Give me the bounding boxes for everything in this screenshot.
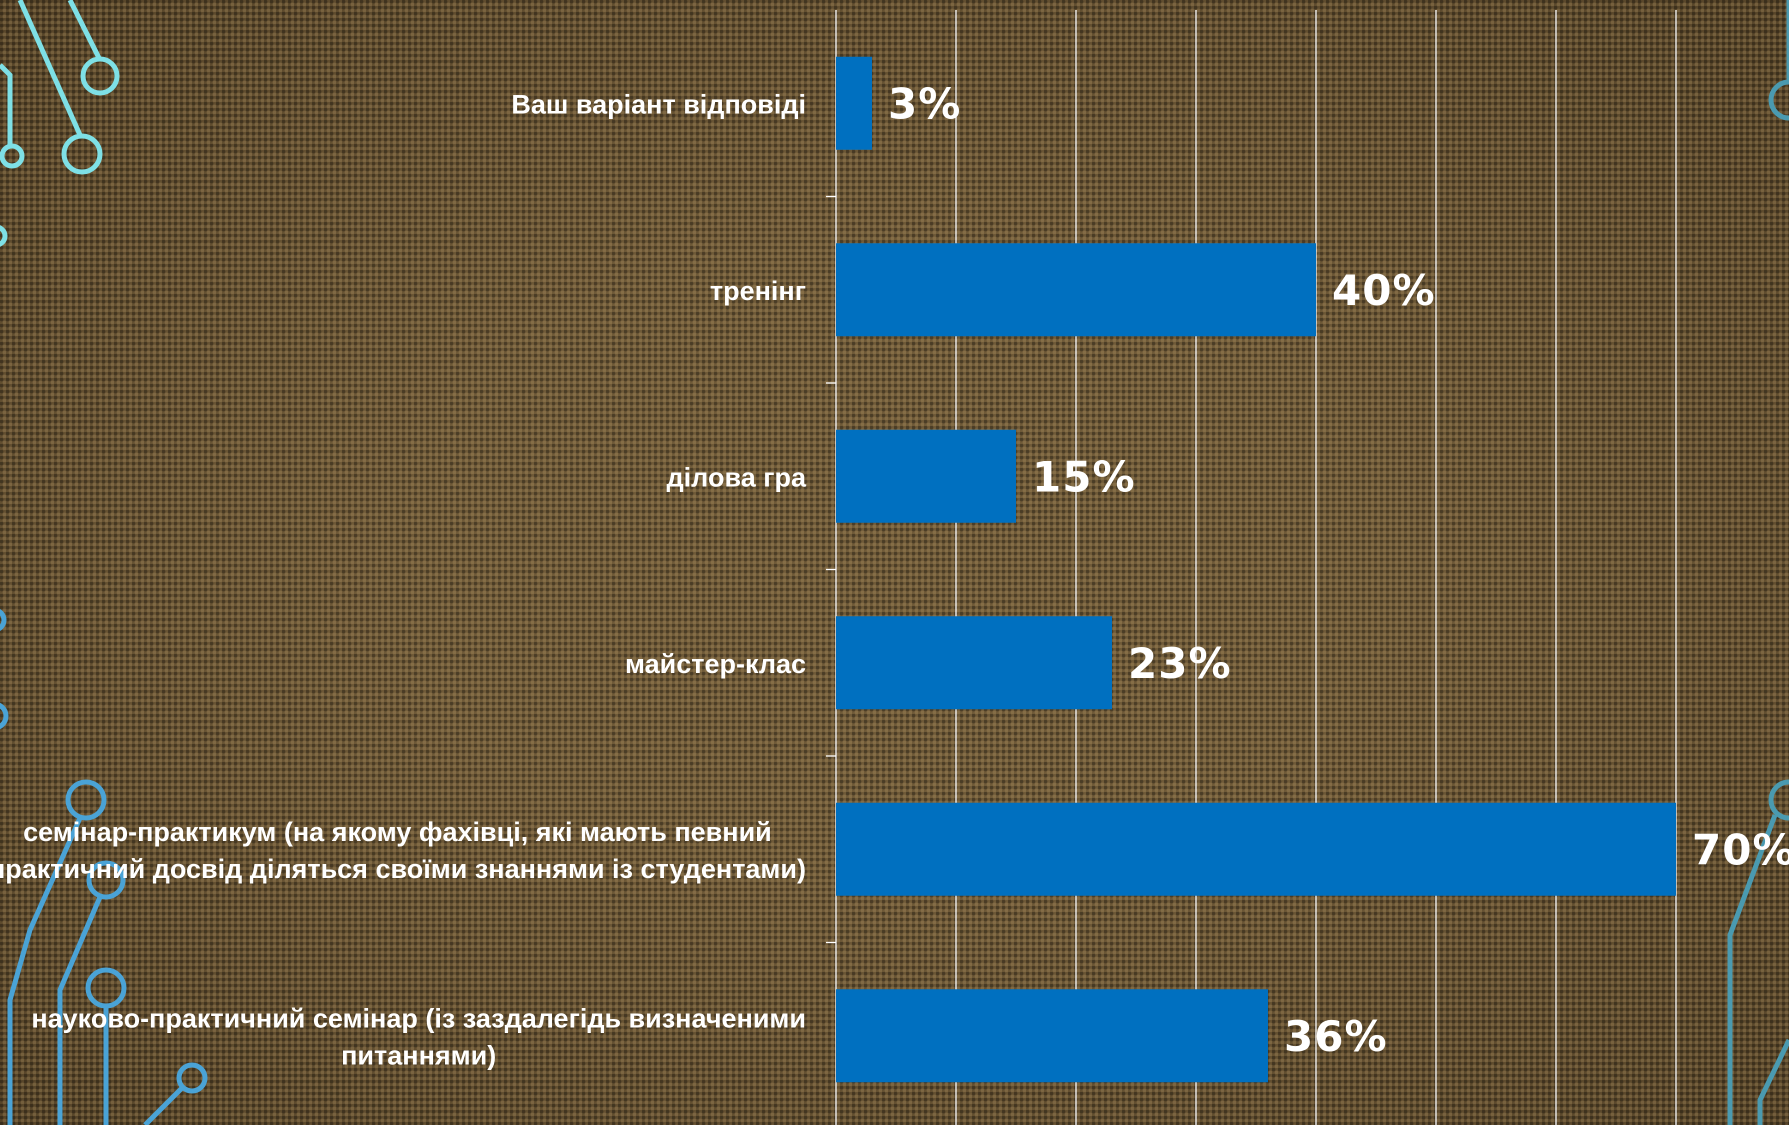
- category-label: ділова гра: [667, 462, 807, 492]
- circuit-line: [57, 896, 103, 1125]
- circuit-node: [176, 1062, 208, 1094]
- circuit-node: [0, 225, 8, 247]
- bar: [836, 243, 1316, 337]
- circuit-node: [1768, 79, 1789, 121]
- circuit-line: [17, 0, 83, 137]
- category-label: майстер-клас: [625, 649, 806, 679]
- circuit-line: [0, 63, 13, 145]
- data-label: 40%: [1332, 266, 1436, 315]
- circuit-node: [1768, 779, 1789, 821]
- category-label-line: питаннями): [341, 1040, 496, 1070]
- category-label: семінар-практикум (на якому фахівці, які…: [0, 817, 806, 884]
- category-label-line: семінар-практикум (на якому фахівці, які…: [23, 817, 772, 847]
- circuit-line: [1757, 1038, 1789, 1125]
- circuit-node: [0, 702, 9, 730]
- category-label-line: практичний досвід діляться своїми знання…: [0, 854, 806, 884]
- data-label: 36%: [1284, 1012, 1388, 1061]
- category-label: Ваш варіант відповіді: [511, 89, 806, 119]
- circuit-line: [67, 0, 103, 62]
- category-label: науково-практичний семінар (із заздалегі…: [31, 1003, 806, 1070]
- circuit-line: [7, 816, 83, 1125]
- circuit-node: [80, 56, 120, 96]
- circuit-line: [143, 1086, 184, 1125]
- circuit-line: [1727, 814, 1778, 1125]
- data-label: 15%: [1032, 452, 1136, 501]
- bar: [836, 989, 1268, 1083]
- circuit-node: [0, 609, 7, 631]
- grid: [826, 10, 1677, 1125]
- data-label: 3%: [888, 79, 961, 128]
- circuit-node: [0, 143, 25, 169]
- data-label: 23%: [1128, 639, 1232, 688]
- bar: [836, 616, 1112, 710]
- bar: [836, 56, 872, 150]
- labels: 3% Ваш варіант відповіді 40% тренінг 15% діло…: [0, 79, 1789, 1070]
- circuit-node: [86, 860, 126, 900]
- circuit-node: [65, 779, 107, 821]
- bar: [836, 802, 1676, 896]
- data-label: 70%: [1692, 825, 1789, 874]
- category-label: тренінг: [710, 276, 806, 306]
- bars: [836, 56, 1676, 1083]
- category-label-line: науково-практичний семінар (із заздалегі…: [31, 1003, 806, 1033]
- circuit-node: [61, 133, 103, 175]
- bar: [836, 429, 1016, 523]
